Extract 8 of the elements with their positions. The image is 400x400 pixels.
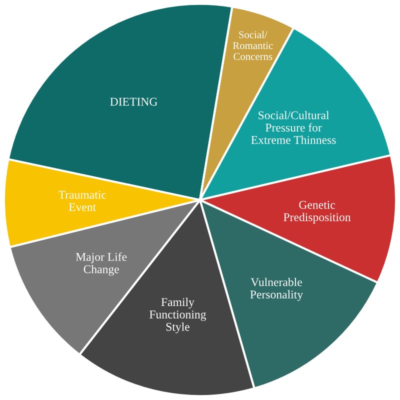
slice-label: Vulnerable Personality xyxy=(250,278,304,301)
slice-label: Major Life Change xyxy=(76,252,127,276)
slice-label: DIETING xyxy=(110,98,158,106)
slice-label: Social/Cultural Pressure for Extreme Thinness xyxy=(251,110,336,144)
slice-label: Genetic Predisposition xyxy=(284,200,351,224)
slice-label: Social/ Romantic Concerns xyxy=(232,30,273,60)
slice-label: Family Functioning Style xyxy=(150,298,206,334)
slice-label: Traumatic Event xyxy=(58,190,106,212)
